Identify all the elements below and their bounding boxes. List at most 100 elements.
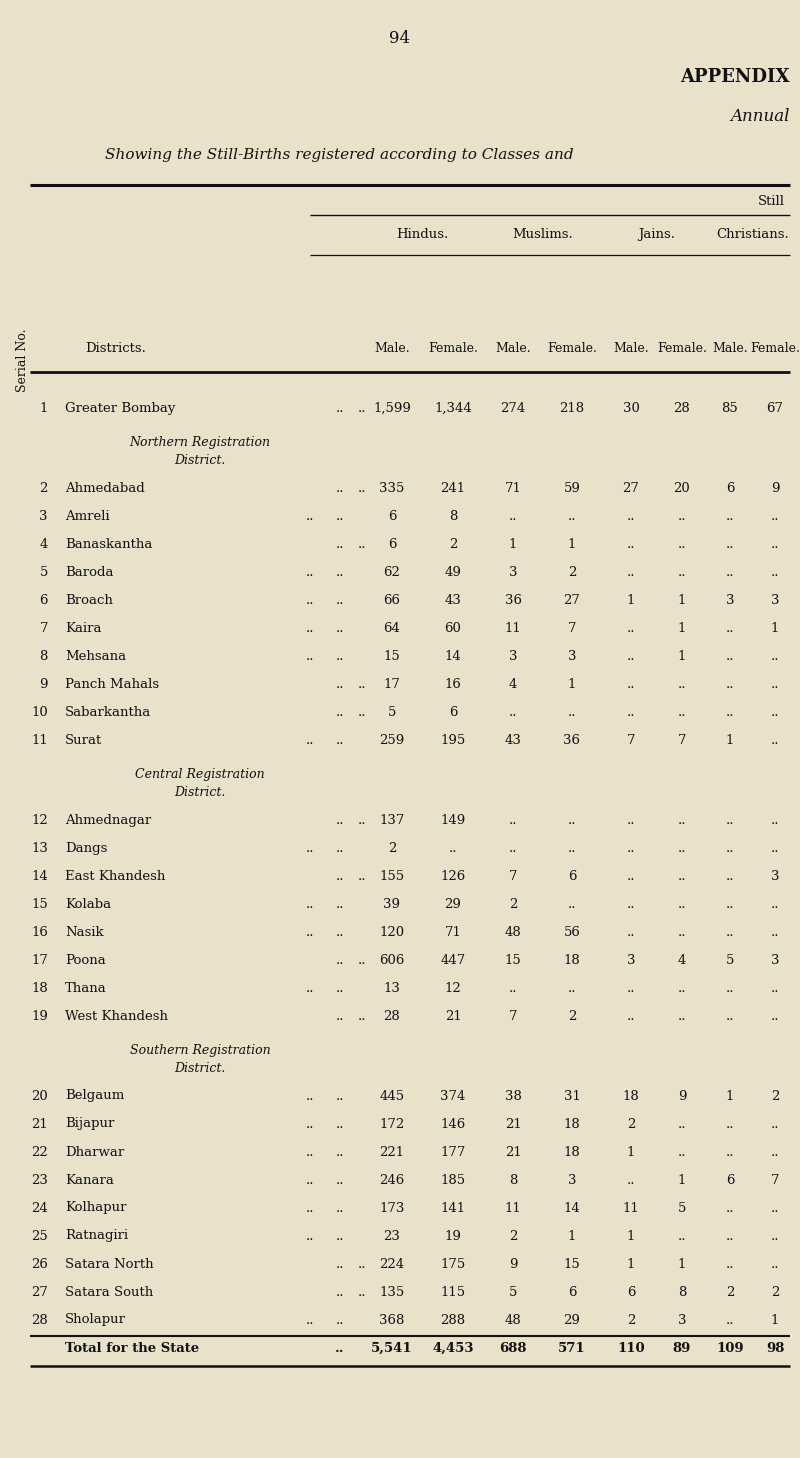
- Text: ..: ..: [726, 841, 734, 854]
- Text: 241: 241: [441, 481, 466, 494]
- Text: 36: 36: [563, 733, 581, 746]
- Text: 6: 6: [388, 509, 396, 522]
- Text: 606: 606: [379, 954, 405, 967]
- Text: 1: 1: [568, 678, 576, 691]
- Text: Central Registration: Central Registration: [135, 768, 265, 781]
- Text: 2: 2: [509, 898, 517, 910]
- Text: 23: 23: [31, 1174, 48, 1187]
- Text: 12: 12: [445, 981, 462, 994]
- Text: 71: 71: [505, 481, 522, 494]
- Text: 21: 21: [31, 1117, 48, 1130]
- Text: 22: 22: [31, 1146, 48, 1159]
- Text: Dharwar: Dharwar: [65, 1146, 124, 1159]
- Text: Male.: Male.: [374, 341, 410, 354]
- Text: ..: ..: [509, 509, 518, 522]
- Text: ..: ..: [626, 566, 635, 579]
- Text: ..: ..: [358, 814, 366, 827]
- Text: ..: ..: [726, 706, 734, 719]
- Text: 16: 16: [445, 678, 462, 691]
- Text: Total for the State: Total for the State: [65, 1341, 199, 1354]
- Text: 1: 1: [627, 1146, 635, 1159]
- Text: Amreli: Amreli: [65, 509, 110, 522]
- Text: District.: District.: [174, 453, 226, 467]
- Text: Poona: Poona: [65, 954, 106, 967]
- Text: 7: 7: [770, 1174, 779, 1187]
- Text: ..: ..: [626, 1174, 635, 1187]
- Text: 155: 155: [379, 869, 405, 882]
- Text: 49: 49: [445, 566, 462, 579]
- Text: 24: 24: [31, 1201, 48, 1215]
- Text: ..: ..: [726, 538, 734, 551]
- Text: ..: ..: [626, 869, 635, 882]
- Text: 126: 126: [440, 869, 466, 882]
- Text: ..: ..: [568, 706, 576, 719]
- Text: Broach: Broach: [65, 593, 113, 607]
- Text: 3: 3: [770, 954, 779, 967]
- Text: ..: ..: [726, 566, 734, 579]
- Text: ..: ..: [336, 1146, 344, 1159]
- Text: ..: ..: [770, 814, 779, 827]
- Text: 5: 5: [40, 566, 48, 579]
- Text: ..: ..: [336, 538, 344, 551]
- Text: ..: ..: [770, 706, 779, 719]
- Text: ..: ..: [336, 401, 344, 414]
- Text: 2: 2: [388, 841, 396, 854]
- Text: ..: ..: [678, 841, 686, 854]
- Text: 1: 1: [678, 1174, 686, 1187]
- Text: Annual: Annual: [730, 108, 790, 125]
- Text: 6: 6: [726, 1174, 734, 1187]
- Text: Banaskantha: Banaskantha: [65, 538, 152, 551]
- Text: 6: 6: [388, 538, 396, 551]
- Text: 67: 67: [766, 401, 783, 414]
- Text: 2: 2: [449, 538, 457, 551]
- Text: 2: 2: [627, 1314, 635, 1327]
- Text: 64: 64: [383, 621, 401, 634]
- Text: ..: ..: [336, 481, 344, 494]
- Text: 571: 571: [558, 1341, 586, 1354]
- Text: East Khandesh: East Khandesh: [65, 869, 166, 882]
- Text: 12: 12: [31, 814, 48, 827]
- Text: 18: 18: [564, 1117, 580, 1130]
- Text: Christians.: Christians.: [716, 227, 789, 241]
- Text: 25: 25: [31, 1229, 48, 1242]
- Text: ..: ..: [358, 1009, 366, 1022]
- Text: Bijapur: Bijapur: [65, 1117, 114, 1130]
- Text: ..: ..: [306, 649, 314, 662]
- Text: ..: ..: [358, 538, 366, 551]
- Text: ..: ..: [626, 1009, 635, 1022]
- Text: 135: 135: [379, 1286, 405, 1299]
- Text: 7: 7: [509, 869, 518, 882]
- Text: 8: 8: [449, 509, 457, 522]
- Text: 9: 9: [509, 1257, 518, 1270]
- Text: 172: 172: [379, 1117, 405, 1130]
- Text: ..: ..: [336, 1286, 344, 1299]
- Text: 6: 6: [568, 869, 576, 882]
- Text: 11: 11: [505, 621, 522, 634]
- Text: ..: ..: [509, 706, 518, 719]
- Text: 85: 85: [722, 401, 738, 414]
- Text: ..: ..: [770, 1201, 779, 1215]
- Text: 5,541: 5,541: [371, 1341, 413, 1354]
- Text: 6: 6: [449, 706, 458, 719]
- Text: ..: ..: [726, 1146, 734, 1159]
- Text: ..: ..: [770, 509, 779, 522]
- Text: Mehsana: Mehsana: [65, 649, 126, 662]
- Text: ..: ..: [678, 898, 686, 910]
- Text: APPENDIX: APPENDIX: [680, 69, 790, 86]
- Text: District.: District.: [174, 1061, 226, 1075]
- Text: ..: ..: [306, 593, 314, 607]
- Text: 368: 368: [379, 1314, 405, 1327]
- Text: ..: ..: [306, 841, 314, 854]
- Text: ..: ..: [336, 1229, 344, 1242]
- Text: 27: 27: [31, 1286, 48, 1299]
- Text: 18: 18: [564, 954, 580, 967]
- Text: ..: ..: [358, 401, 366, 414]
- Text: ..: ..: [678, 814, 686, 827]
- Text: 18: 18: [564, 1146, 580, 1159]
- Text: Still: Still: [758, 195, 785, 208]
- Text: 288: 288: [441, 1314, 466, 1327]
- Text: 3: 3: [568, 649, 576, 662]
- Text: Dangs: Dangs: [65, 841, 107, 854]
- Text: 177: 177: [440, 1146, 466, 1159]
- Text: 11: 11: [505, 1201, 522, 1215]
